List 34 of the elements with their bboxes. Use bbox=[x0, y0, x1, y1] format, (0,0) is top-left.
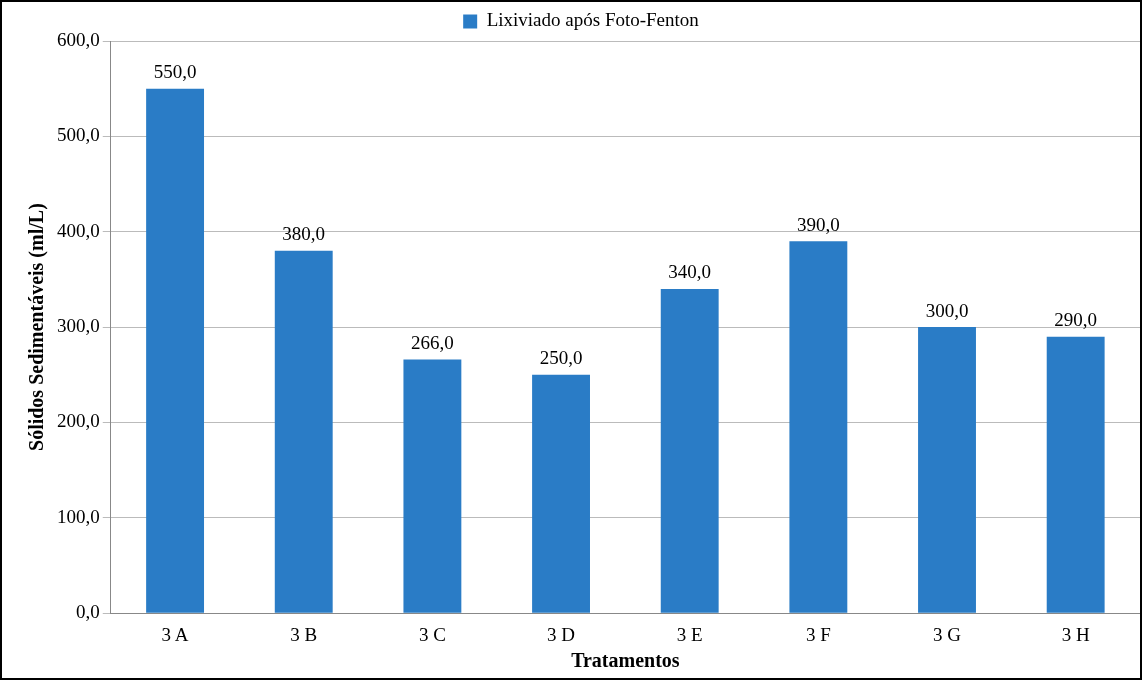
data-label: 290,0 bbox=[1054, 309, 1098, 331]
bar bbox=[660, 288, 719, 613]
bar bbox=[918, 327, 976, 613]
x-tick-label: 3 E bbox=[676, 623, 703, 645]
data-label: 380,0 bbox=[282, 223, 326, 245]
bar bbox=[789, 241, 848, 613]
x-tick-label: 3 B bbox=[290, 623, 318, 645]
x-tick-label: 3 D bbox=[547, 623, 576, 645]
x-tick-label: 3 C bbox=[418, 623, 446, 645]
data-label: 250,0 bbox=[539, 347, 583, 369]
y-tick-label: 500,0 bbox=[57, 124, 100, 146]
y-tick-label: 400,0 bbox=[57, 219, 100, 241]
y-tick-label: 100,0 bbox=[57, 505, 100, 527]
bar bbox=[146, 88, 205, 613]
bar bbox=[532, 374, 590, 613]
y-tick-label: 0,0 bbox=[76, 601, 100, 623]
bar bbox=[403, 359, 462, 613]
x-tick-label: 3 F bbox=[805, 623, 831, 645]
x-tick-label: 3 G bbox=[933, 623, 962, 645]
data-label: 300,0 bbox=[925, 299, 969, 321]
data-label: 266,0 bbox=[411, 332, 454, 354]
bar bbox=[1046, 336, 1105, 613]
legend-label: Lixiviado após Foto-Fenton bbox=[486, 9, 700, 31]
x-axis-title: Tratamentos bbox=[571, 649, 680, 672]
data-label: 550,0 bbox=[153, 61, 197, 83]
data-label: 340,0 bbox=[668, 261, 712, 283]
bar bbox=[274, 250, 333, 613]
y-tick-label: 300,0 bbox=[57, 315, 100, 337]
data-label: 390,0 bbox=[796, 213, 840, 235]
x-tick-label: 3 A bbox=[161, 623, 189, 645]
y-axis-title: Sólidos Sedimentáveis (ml/L) bbox=[25, 203, 49, 451]
y-tick-label: 600,0 bbox=[57, 28, 100, 50]
x-tick-label: 3 H bbox=[1061, 623, 1090, 645]
y-tick-label: 200,0 bbox=[57, 410, 100, 432]
